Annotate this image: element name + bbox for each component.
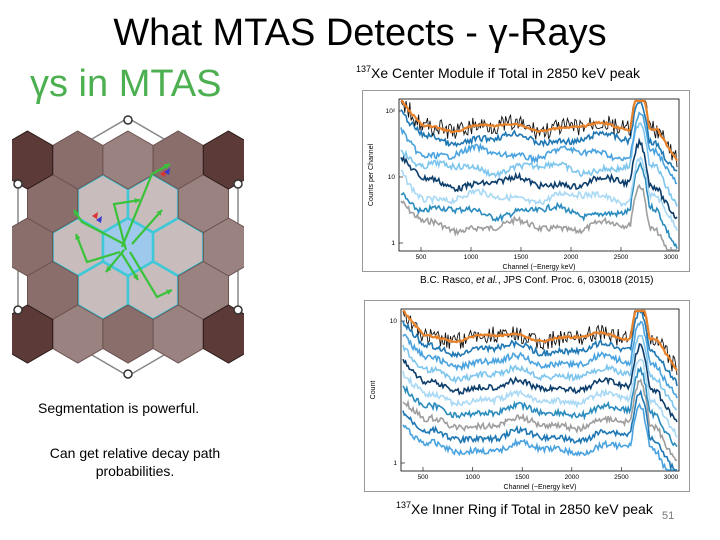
spectrum-series: [400, 111, 678, 185]
y-tick-label: 10: [390, 318, 398, 325]
x-tick-label: 1500: [514, 254, 529, 261]
x-tick-label: 2500: [614, 474, 629, 481]
isotope-mass-number: 137: [356, 64, 372, 74]
spectrum-series: [402, 378, 678, 462]
mounting-bolts: [13, 115, 243, 379]
fit-series: [401, 99, 678, 162]
bottom-spectrum-plot: Count Channel (~Energy keV) 10 1 500 1000 1500…: [364, 300, 690, 492]
x-axis-label: Channel (~Energy keV): [504, 484, 577, 491]
gamma-track: [129, 251, 173, 299]
bolt-icon: [13, 179, 23, 189]
bottom-caption-text: Xe Inner Ring if Total in 2850 keV peak: [411, 501, 653, 517]
y-tick-label: 10²: [386, 108, 396, 115]
top-spectrum-plot: Counts per Channel Channel (~Energy keV) 1…: [362, 90, 690, 272]
spectrum-series: [400, 183, 677, 251]
reference-authors: B.C. Rasco,: [420, 275, 477, 286]
slide-title: What MTAS Detects - γ-Rays: [113, 12, 607, 54]
y-axis-label: Count: [370, 381, 377, 400]
page-number: 51: [662, 510, 675, 522]
spectrum-series: [402, 389, 678, 472]
detector-module-o: [12, 130, 54, 190]
gamma-track: [131, 209, 163, 245]
y-tick-label: 1: [393, 460, 397, 467]
bolt-icon: [123, 369, 133, 379]
x-tick-label: 1500: [515, 474, 530, 481]
bolt-icon: [123, 115, 133, 125]
mtas-detector-diagram: [12, 115, 244, 379]
track-arrowhead: [166, 289, 172, 295]
note-segmentation: Segmentation is powerful.: [38, 400, 200, 416]
top-caption-text: Xe Center Module if Total in 2850 keV pe…: [371, 65, 641, 81]
detector-module-o: [202, 304, 244, 364]
bolt-icon: [233, 305, 243, 315]
x-tick-label: 500: [418, 474, 429, 481]
spectrum-series: [402, 334, 678, 411]
spectrum-series: [402, 320, 678, 399]
y-tick-label: 1: [391, 240, 395, 247]
detector-modules: [12, 130, 244, 364]
gamma-track: [74, 233, 121, 264]
note-decay-path: Can get relative decay path probabilitie…: [49, 445, 221, 479]
interaction-marker: [92, 212, 98, 219]
x-tick-label: 2500: [614, 254, 629, 261]
spectrum-series: [400, 161, 678, 249]
spectrum-series: [402, 342, 678, 423]
track-arrowhead: [75, 234, 81, 240]
spectrum-series: [400, 122, 678, 207]
detector-module-o: [202, 130, 244, 190]
isotope-mass-number: 137: [396, 500, 412, 510]
bolt-icon: [233, 179, 243, 189]
spectrum-series: [402, 358, 678, 438]
x-tick-label: 2000: [564, 254, 579, 261]
reference-etal: et al.: [476, 275, 498, 286]
gamma-ray-tracks: [73, 163, 173, 299]
detector-module-o: [12, 304, 54, 364]
track-arrowhead: [156, 210, 162, 216]
x-tick-label: 1000: [464, 254, 479, 261]
track-arrowhead: [134, 197, 140, 204]
track-arrowhead: [164, 164, 170, 170]
spectrum-series: [400, 155, 678, 231]
top-spectrum-svg: Counts per Channel Channel (~Energy keV) 1…: [368, 98, 680, 271]
track-arrowhead: [132, 274, 138, 280]
fit-series: [402, 309, 678, 372]
spectrum-series: [402, 402, 677, 471]
bolt-icon: [13, 305, 23, 315]
spectrum-series: [400, 137, 678, 220]
gamma-track: [112, 198, 141, 251]
gamma-track: [120, 163, 171, 248]
x-tick-label: 500: [416, 254, 427, 261]
interaction-marker: [164, 168, 170, 175]
bottom-plot-caption: 137Xe Inner Ring if Total in 2850 keV pe…: [396, 496, 653, 518]
top-plot-caption: 137Xe Center Module if Total in 2850 keV…: [356, 60, 640, 82]
reference-citation: B.C. Rasco, et al., JPS Conf. Proc. 6, 0…: [420, 275, 653, 287]
spectrum-series: [402, 309, 678, 387]
x-tick-label: 3000: [664, 254, 679, 261]
reference-journal: , JPS Conf. Proc. 6, 030018 (2015): [497, 275, 654, 286]
track-arrowhead: [106, 266, 112, 272]
spectrum-series: [402, 365, 678, 448]
x-tick-label: 1000: [465, 474, 480, 481]
slide-subtitle: γs in MTAS: [30, 63, 222, 105]
x-tick-label: 3000: [664, 474, 679, 481]
y-tick-label: 10: [388, 174, 396, 181]
y-axis-label: Counts per Channel: [368, 143, 375, 206]
interaction-marker: [96, 216, 102, 223]
track-arrowhead: [74, 210, 80, 216]
spectrum-series: [400, 99, 678, 172]
x-axis-label: Channel (~Energy keV): [503, 264, 576, 271]
x-tick-label: 2000: [565, 474, 580, 481]
